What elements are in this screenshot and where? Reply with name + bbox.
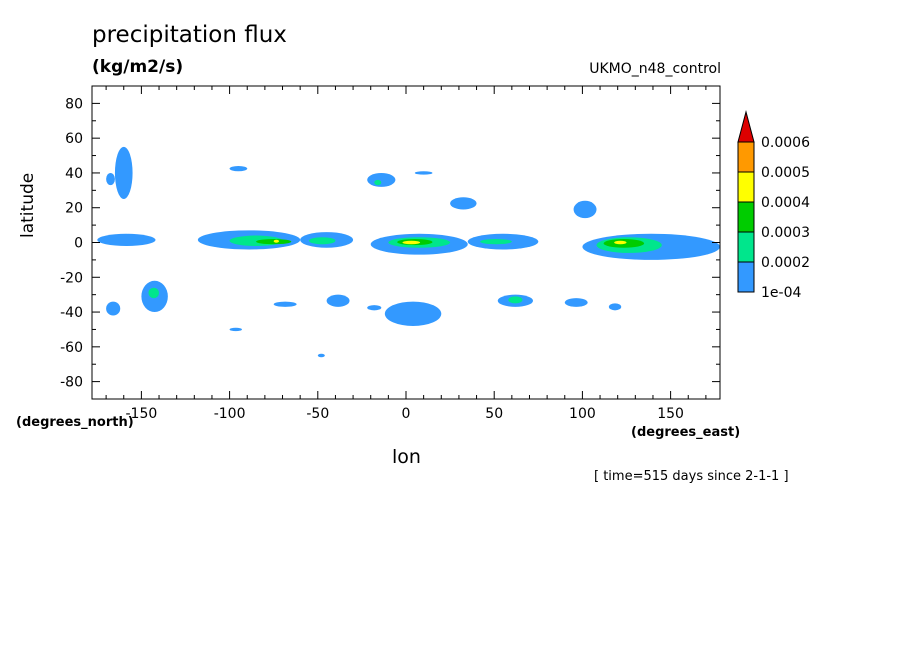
- x-axis-label: lon: [392, 446, 421, 468]
- contour-region-0: [97, 233, 156, 246]
- contour-region-30: [229, 165, 248, 172]
- y-tick-label: 0: [74, 236, 83, 252]
- colorbar-label: 0.0003: [761, 225, 810, 241]
- x-tick-label: -50: [306, 406, 329, 422]
- colorbar-label: 0.0002: [761, 255, 810, 271]
- contour-region-24: [326, 294, 350, 307]
- y-tick-label: 60: [65, 131, 83, 147]
- source-label: UKMO_n48_control: [589, 61, 721, 77]
- y-axis-units: (degrees_north): [16, 415, 134, 430]
- x-tick-label: 100: [569, 406, 596, 422]
- contour-region-31: [564, 298, 588, 307]
- y-tick-label: -40: [60, 305, 83, 321]
- colorbar-arrow: [737, 110, 755, 143]
- y-tick-label: 80: [65, 96, 83, 112]
- x-tick-label: 0: [402, 406, 411, 422]
- contour-fields: [97, 146, 721, 358]
- contour-region-27: [508, 296, 523, 304]
- x-tick-label: 150: [657, 406, 684, 422]
- contour-region-3: [256, 239, 292, 245]
- contour-region-18: [106, 172, 115, 186]
- contour-region-29: [450, 197, 477, 210]
- contour-region-34: [608, 303, 622, 311]
- units-label: (kg/m2/s): [92, 57, 184, 77]
- x-tick-label: -100: [214, 406, 246, 422]
- colorbar-segment: [737, 171, 755, 203]
- y-tick-label: 20: [65, 201, 83, 217]
- x-tick-label: -150: [126, 406, 158, 422]
- contour-region-35: [317, 353, 325, 358]
- colorbar: 1e-04 0.0002 0.0003 0.0004 0.0005 0.0006: [737, 110, 810, 301]
- contour-region-36: [229, 327, 242, 332]
- contour-region-37: [414, 171, 433, 175]
- contour-region-17: [114, 146, 133, 200]
- x-tick-label: 50: [485, 406, 503, 422]
- colorbar-label: 0.0006: [761, 135, 810, 151]
- contour-region-10: [402, 240, 421, 245]
- y-tick-label: 40: [65, 166, 83, 182]
- contour-region-16: [614, 240, 627, 245]
- colorbar-label: 0.0004: [761, 195, 810, 211]
- contour-region-23: [374, 179, 382, 186]
- x-axis-units: (degrees_east): [631, 425, 741, 440]
- contour-region-33: [367, 305, 382, 311]
- colorbar-label: 1e-04: [761, 285, 801, 301]
- contour-region-22: [367, 172, 396, 187]
- contour-region-6: [308, 237, 336, 245]
- chart-title: precipitation flux: [92, 22, 287, 48]
- y-tick-label: -20: [60, 270, 83, 286]
- contour-region-32: [273, 301, 297, 307]
- colorbar-segment: [737, 261, 755, 293]
- contour-region-28: [573, 200, 597, 219]
- contour-region-4: [273, 239, 279, 243]
- contour-region-20: [148, 287, 160, 299]
- colorbar-label: 0.0005: [761, 165, 810, 181]
- axes: -150 -100 -50 0 50 100 150 80 60 40 20 0 -20 -40 -60 -8…: [60, 85, 721, 422]
- time-info: [ time=515 days since 2-1-1 ]: [594, 469, 789, 484]
- colorbar-segment: [737, 231, 755, 263]
- contour-region-21: [106, 301, 121, 316]
- contour-region-12: [480, 239, 512, 245]
- colorbar-segment: [737, 201, 755, 233]
- y-tick-label: -60: [60, 340, 83, 356]
- y-tick-label: -80: [60, 375, 83, 391]
- colorbar-segment: [737, 141, 755, 173]
- contour-region-25: [384, 301, 442, 326]
